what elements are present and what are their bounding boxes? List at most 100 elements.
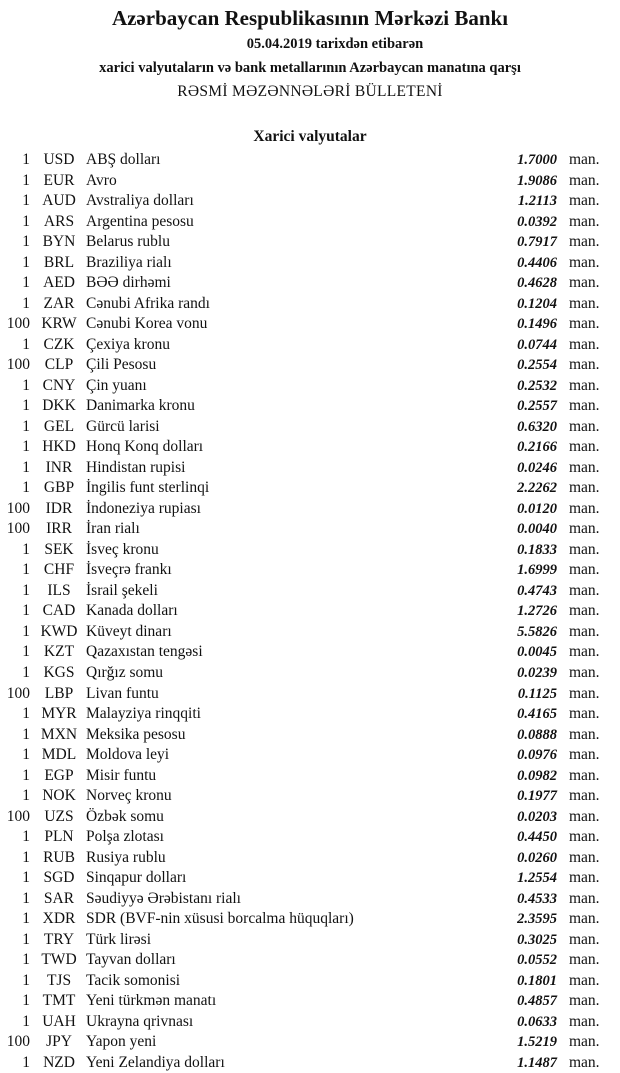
currency-name: Yeni türkmən manatı: [86, 992, 217, 1010]
currency-code: ILS: [47, 581, 71, 599]
rate-row: 1 MYR Malayziya rinqqiti 0.4165 man.: [0, 704, 620, 724]
currency-code: IRR: [46, 520, 72, 538]
amount: 1: [22, 171, 30, 189]
rate-value: 0.0260: [517, 849, 557, 866]
amount: 1: [22, 458, 30, 476]
amount: 1: [22, 971, 30, 989]
unit-label: man.: [569, 828, 600, 846]
unit-label: man.: [569, 787, 600, 805]
rate-row: 1 GEL Gürcü larisi 0.6320 man.: [0, 417, 620, 437]
section-title: Xarici valyutalar: [253, 128, 367, 145]
rate-row: 1 ARS Argentina pesosu 0.0392 man.: [0, 212, 620, 232]
currency-name: Çin yuanı: [86, 376, 147, 394]
rate-value: 0.4450: [517, 829, 557, 846]
currency-code: ZAR: [43, 294, 75, 312]
rate-value: 0.0392: [517, 213, 557, 230]
unit-label: man.: [569, 540, 600, 558]
currency-code: MXN: [40, 725, 78, 743]
rate-row: 1 ZAR Cənubi Afrika randı 0.1204 man.: [0, 294, 620, 314]
currency-name: Honq Konq dolları: [86, 438, 204, 456]
amount: 1: [22, 376, 30, 394]
currency-code: SEK: [44, 540, 74, 558]
unit-label: man.: [569, 807, 600, 825]
amount: 100: [6, 315, 30, 333]
amount: 1: [22, 622, 30, 640]
currency-code: TMT: [42, 992, 76, 1010]
currency-name: SDR (BVF-nin xüsusi borcalma hüquqları): [86, 910, 354, 928]
amount: 1: [22, 294, 30, 312]
amount: 100: [6, 499, 30, 517]
rate-row: 1 SGD Sinqapur dolları 1.2554 man.: [0, 868, 620, 888]
amount: 1: [22, 417, 30, 435]
rate-value: 2.2262: [517, 480, 557, 497]
rate-row: 1 CAD Kanada dolları 1.2726 man.: [0, 601, 620, 621]
unit-label: man.: [569, 356, 600, 374]
unit-label: man.: [569, 253, 600, 271]
amount: 1: [22, 581, 30, 599]
unit-label: man.: [569, 643, 600, 661]
currency-name: Türk lirəsi: [86, 930, 151, 948]
unit-label: man.: [569, 1012, 600, 1030]
rate-value: 1.9086: [517, 172, 557, 189]
currency-name: Belarus rublu: [86, 233, 170, 251]
rate-value: 1.2554: [517, 870, 557, 887]
currency-code: UAH: [42, 1012, 76, 1030]
currency-code: TJS: [46, 971, 72, 989]
unit-label: man.: [569, 848, 600, 866]
amount: 1: [22, 479, 30, 497]
currency-code: KRW: [41, 315, 77, 333]
currency-name: Küveyt dinarı: [86, 622, 172, 640]
rate-row: 100 UZS Özbək somu 0.0203 man.: [0, 807, 620, 827]
unit-label: man.: [569, 417, 600, 435]
unit-label: man.: [569, 766, 600, 784]
rate-row: 1 KZT Qazaxıstan tengəsi 0.0045 man.: [0, 642, 620, 662]
currency-code: UZS: [44, 807, 74, 825]
unit-label: man.: [569, 458, 600, 476]
currency-code: SGD: [43, 869, 75, 887]
currency-name: İsrail şekeli: [86, 581, 158, 599]
rate-row: 1 TRY Türk lirəsi 0.3025 man.: [0, 930, 620, 950]
amount: 1: [22, 766, 30, 784]
amount: 100: [6, 520, 30, 538]
rate-row: 1 USD ABŞ dolları 1.7000 man.: [0, 150, 620, 170]
rate-value: 0.2554: [517, 357, 557, 374]
rate-value: 0.3025: [517, 931, 557, 948]
unit-label: man.: [569, 684, 600, 702]
effective-date: 05.04.2019 tarixdən etibarən: [246, 36, 424, 52]
rate-value: 0.4628: [517, 275, 557, 292]
unit-label: man.: [569, 971, 600, 989]
unit-label: man.: [569, 664, 600, 681]
rate-row: 100 IDR İndoneziya rupiası 0.0120 man.: [0, 499, 620, 519]
rate-row: 1 NZD Yeni Zelandiya dolları 1.1487 man.: [0, 1053, 620, 1073]
rate-row: 1 EUR Avro 1.9086 man.: [0, 171, 620, 191]
rate-value: 0.0239: [517, 665, 557, 681]
rate-value: 0.1125: [517, 685, 557, 702]
rate-row: 1 DKK Danimarka kronu 0.2557 man.: [0, 396, 620, 416]
rate-row: 1 KWD Küveyt dinarı 5.5826 man.: [0, 622, 620, 642]
rate-value: 5.5826: [517, 623, 557, 640]
amount: 1: [22, 274, 30, 292]
amount: 1: [22, 889, 30, 907]
amount: 1: [22, 1053, 30, 1071]
currency-name: Özbək somu: [86, 807, 164, 825]
currency-code: EUR: [43, 171, 75, 189]
currency-name: İsveç kronu: [86, 540, 159, 558]
currency-name: Braziliya rialı: [86, 253, 172, 271]
rate-row: 1 HKD Honq Konq dolları 0.2166 man.: [0, 437, 620, 457]
currency-name: Polşa zlotası: [86, 828, 164, 846]
currency-code: CAD: [42, 602, 76, 620]
amount: 1: [22, 705, 30, 723]
unit-label: man.: [569, 520, 600, 538]
currency-name: Avro: [86, 171, 117, 189]
rate-value: 0.4743: [517, 582, 557, 599]
unit-label: man.: [569, 499, 600, 517]
currency-name: Avstraliya dolları: [86, 192, 194, 210]
currency-name: Cənubi Afrika randı: [86, 294, 210, 312]
amount: 100: [6, 684, 30, 702]
amount: 1: [22, 787, 30, 805]
rate-row: 1 KGS Qırğız somu 0.0239 man.: [0, 663, 620, 683]
rate-row: 100 KRW Cənubi Korea vonu 0.1496 man.: [0, 314, 620, 334]
rate-value: 0.0040: [517, 521, 557, 538]
amount: 1: [22, 397, 30, 415]
unit-label: man.: [569, 910, 600, 928]
